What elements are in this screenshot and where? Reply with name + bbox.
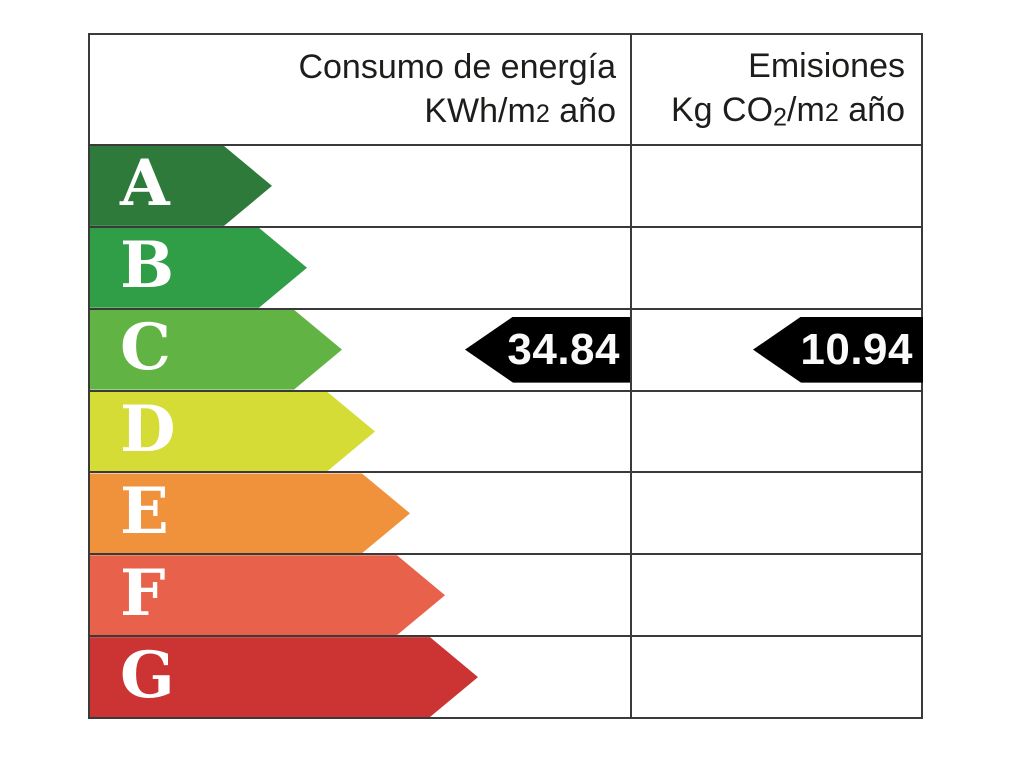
rating-bar-d: D (90, 392, 375, 472)
rating-row-c: C 34.84 10.94 (90, 310, 923, 392)
emissions-value-marker: 10.94 (753, 316, 923, 383)
rating-row-e: E (90, 473, 921, 556)
rating-letter: E (120, 473, 169, 549)
rating-bar-e: E (90, 473, 410, 553)
header-emissions: Emisiones Kg CO2/m2 año (630, 35, 921, 144)
rating-bar-a: A (90, 146, 272, 226)
rating-row-d: D (90, 392, 921, 474)
consumption-value-marker: 34.84 (465, 316, 630, 383)
rating-row-f: F (90, 555, 921, 638)
rating-letter: G (120, 637, 175, 713)
rating-letter: F (120, 555, 166, 631)
table-header: Consumo de energía KWh/m2 año Emisiones … (90, 35, 921, 146)
rating-row-a: A (90, 146, 921, 228)
column-divider (630, 35, 632, 717)
rating-bar-g: G (90, 637, 478, 717)
rating-letter: B (120, 228, 175, 304)
rating-bar-b: B (90, 228, 307, 308)
rating-letter: C (120, 310, 171, 386)
header-consumption: Consumo de energía KWh/m2 año (90, 35, 630, 144)
consumption-title: Consumo de energía (298, 47, 616, 86)
rating-row-g: G (90, 637, 921, 717)
emissions-title: Emisiones (748, 47, 905, 86)
consumption-value: 34.84 (507, 324, 620, 374)
rating-table: Consumo de energía KWh/m2 año Emisiones … (88, 33, 923, 719)
rating-letter: D (120, 392, 176, 467)
emissions-value: 10.94 (800, 324, 913, 374)
rating-bar-c: C (90, 310, 342, 390)
rating-bar-f: F (90, 555, 445, 635)
consumption-unit: KWh/m2 año (424, 91, 616, 130)
emissions-unit: Kg CO2/m2 año (670, 90, 905, 132)
rating-row-b: B (90, 228, 921, 310)
rating-letter: A (120, 146, 170, 222)
rating-rows: A B C 34.84 10.94 D E F G (90, 146, 923, 717)
